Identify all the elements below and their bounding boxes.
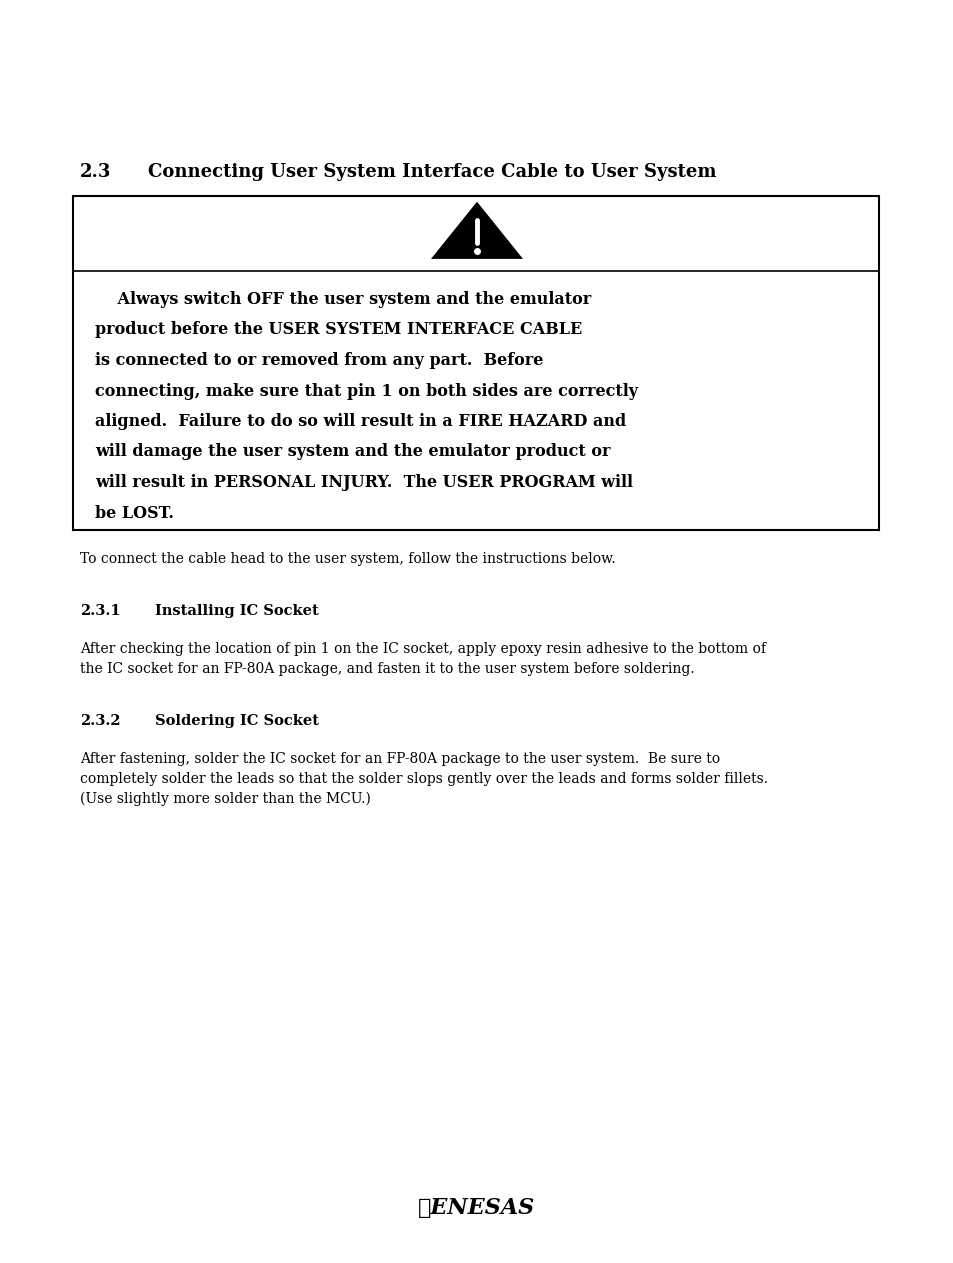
Text: aligned.  Failure to do so will result in a FIRE HAZARD and: aligned. Failure to do so will result in… — [95, 413, 625, 429]
Text: will damage the user system and the emulator product or: will damage the user system and the emul… — [95, 443, 610, 461]
Text: After checking the location of pin 1 on the IC socket, apply epoxy resin adhesiv: After checking the location of pin 1 on … — [80, 642, 765, 655]
Text: will result in PERSONAL INJURY.  The USER PROGRAM will: will result in PERSONAL INJURY. The USER… — [95, 474, 633, 491]
Text: the IC socket for an FP-80A package, and fasten it to the user system before sol: the IC socket for an FP-80A package, and… — [80, 662, 694, 676]
Text: 2.3: 2.3 — [80, 163, 112, 181]
Text: 2.3.1: 2.3.1 — [80, 604, 120, 618]
Polygon shape — [431, 202, 522, 259]
Text: is connected to or removed from any part.  Before: is connected to or removed from any part… — [95, 352, 543, 369]
Text: 2.3.2: 2.3.2 — [80, 714, 120, 727]
Text: (Use slightly more solder than the MCU.): (Use slightly more solder than the MCU.) — [80, 792, 371, 806]
Text: Always switch OFF the user system and the emulator: Always switch OFF the user system and th… — [95, 290, 591, 308]
Text: Soldering IC Socket: Soldering IC Socket — [154, 714, 318, 727]
Text: completely solder the leads so that the solder slops gently over the leads and f: completely solder the leads so that the … — [80, 772, 767, 786]
Text: To connect the cable head to the user system, follow the instructions below.: To connect the cable head to the user sy… — [80, 552, 615, 566]
Text: After fastening, solder the IC socket for an FP-80A package to the user system. : After fastening, solder the IC socket fo… — [80, 751, 720, 765]
Text: ℜENESAS: ℜENESAS — [418, 1197, 535, 1219]
Text: be LOST.: be LOST. — [95, 504, 173, 522]
Text: product before the USER SYSTEM INTERFACE CABLE: product before the USER SYSTEM INTERFACE… — [95, 322, 581, 338]
Bar — [73, 196, 878, 530]
Text: connecting, make sure that pin 1 on both sides are correctly: connecting, make sure that pin 1 on both… — [95, 383, 638, 399]
Text: Connecting User System Interface Cable to User System: Connecting User System Interface Cable t… — [148, 163, 716, 181]
Text: Installing IC Socket: Installing IC Socket — [154, 604, 318, 618]
